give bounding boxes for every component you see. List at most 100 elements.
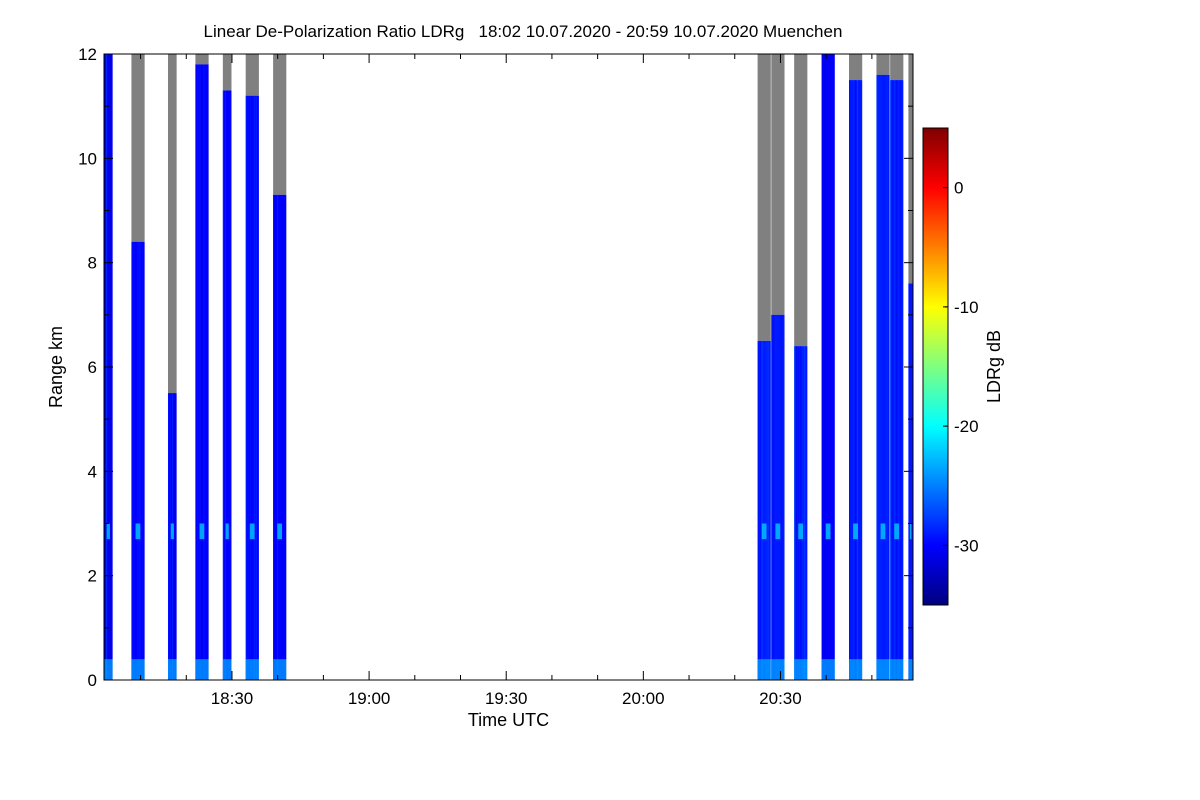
colorbar-tick-label: -20 xyxy=(954,417,979,436)
profile-separator xyxy=(176,54,178,680)
no-signal-region xyxy=(222,54,232,91)
near-surface-layer xyxy=(890,659,904,680)
aerosol-layer-patch xyxy=(909,523,912,540)
no-signal-region xyxy=(908,54,913,284)
near-surface-layer xyxy=(794,659,808,680)
signal-texture xyxy=(771,314,773,680)
y-tick-label: 8 xyxy=(88,254,97,273)
profile-block xyxy=(771,54,786,680)
signal-texture xyxy=(226,90,228,681)
no-signal-region xyxy=(245,54,260,96)
profile-separator xyxy=(862,54,864,680)
signal-texture xyxy=(886,74,888,680)
signal-texture xyxy=(829,54,831,680)
signal-texture xyxy=(761,340,763,680)
signal-texture xyxy=(777,314,779,680)
y-tick-label: 10 xyxy=(78,149,97,168)
profile-separator xyxy=(258,54,260,680)
near-surface-layer xyxy=(876,659,891,680)
signal-texture xyxy=(894,80,896,681)
profile-block xyxy=(222,54,233,681)
signal-texture xyxy=(890,80,892,681)
aerosol-layer-patch xyxy=(135,523,141,540)
signal-texture xyxy=(133,241,135,681)
no-signal-region xyxy=(771,54,786,315)
signal-texture xyxy=(908,283,910,680)
aerosol-layer-patch xyxy=(880,523,886,540)
signal-texture xyxy=(896,80,898,681)
profile-separator xyxy=(231,54,233,680)
signal-texture xyxy=(825,54,827,680)
signal-texture xyxy=(205,64,207,680)
y-tick-label: 6 xyxy=(88,358,97,377)
signal-texture xyxy=(255,95,257,680)
aerosol-layer-patch xyxy=(894,523,900,540)
profile-separator xyxy=(208,54,210,680)
near-surface-layer xyxy=(908,659,913,680)
signal-texture xyxy=(167,393,169,680)
near-surface-layer xyxy=(849,659,863,680)
signal-texture xyxy=(247,95,249,680)
signal-texture xyxy=(882,74,884,680)
signal-texture xyxy=(251,95,253,680)
signal-texture xyxy=(781,314,783,680)
signal-texture xyxy=(773,314,775,680)
near-surface-layer xyxy=(273,659,287,680)
signal-texture xyxy=(884,74,886,680)
profile-separator xyxy=(286,54,288,680)
signal-texture xyxy=(249,95,251,680)
no-signal-region xyxy=(167,54,178,394)
chart-title: Linear De-Polarization Ratio LDRg 18:02 … xyxy=(203,22,843,41)
signal-texture xyxy=(224,90,226,681)
signal-texture xyxy=(281,194,283,680)
near-surface-layer xyxy=(131,659,146,680)
no-signal-region xyxy=(131,54,146,242)
signal-texture xyxy=(169,393,171,680)
aerosol-layer-patch xyxy=(277,523,283,540)
profile-separator xyxy=(112,54,114,680)
signal-texture xyxy=(878,74,880,680)
no-signal-region xyxy=(890,54,904,81)
signal-texture xyxy=(195,64,197,680)
signal-texture xyxy=(137,241,139,681)
signal-texture xyxy=(765,340,767,680)
signal-texture xyxy=(228,90,230,681)
aerosol-layer-patch xyxy=(249,523,255,540)
profile-separator xyxy=(807,54,809,680)
profile-block xyxy=(794,54,809,680)
signal-texture xyxy=(796,346,798,680)
signal-texture xyxy=(141,241,143,681)
aerosol-layer-patch xyxy=(761,523,767,540)
aerosol-layer-patch xyxy=(199,523,205,540)
signal-texture xyxy=(876,74,878,680)
signal-texture xyxy=(222,90,224,681)
signal-texture xyxy=(767,340,769,680)
y-axis-label: Range km xyxy=(46,326,66,408)
colorbar-tick-label: 0 xyxy=(954,179,963,198)
signal-texture xyxy=(779,314,781,680)
profile-block xyxy=(876,54,891,680)
profile-separator xyxy=(834,54,836,680)
no-signal-region xyxy=(849,54,863,81)
x-axis-label: Time UTC xyxy=(468,710,549,730)
signal-texture xyxy=(853,80,855,681)
signal-texture xyxy=(823,54,825,680)
near-surface-layer xyxy=(104,659,114,680)
colorbar-tick-label: -10 xyxy=(954,298,979,317)
near-surface-layer xyxy=(195,659,210,680)
near-surface-layer xyxy=(821,659,836,680)
y-tick-label: 2 xyxy=(88,567,97,586)
aerosol-layer-patch xyxy=(798,523,804,540)
colorbar-tick-label: -30 xyxy=(954,536,979,555)
profile-block xyxy=(849,54,864,681)
signal-texture xyxy=(279,194,281,680)
signal-texture xyxy=(892,80,894,681)
no-signal-region xyxy=(794,54,808,347)
signal-texture xyxy=(277,194,279,680)
signal-texture xyxy=(821,54,823,680)
near-surface-layer xyxy=(771,659,786,680)
signal-texture xyxy=(800,346,802,680)
x-tick-label: 18:30 xyxy=(211,689,254,708)
signal-texture xyxy=(763,340,765,680)
signal-texture xyxy=(197,64,199,680)
